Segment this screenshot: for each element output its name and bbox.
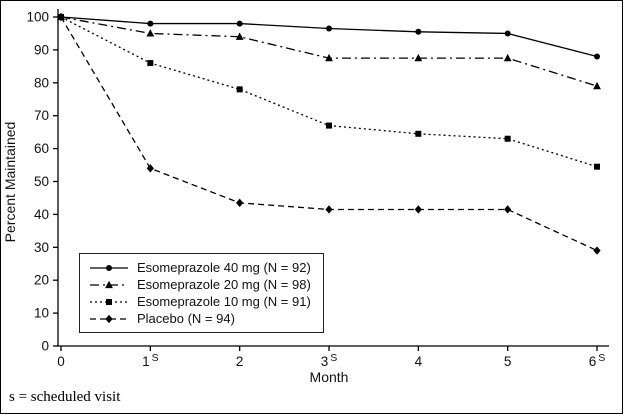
svg-text:90: 90 [34,42,49,57]
legend-item: Placebo (N = 94) [88,310,311,327]
svg-text:0: 0 [41,339,49,354]
legend-item: Esomeprazole 10 mg (N = 91) [88,293,311,310]
svg-text:1S: 1S [142,352,159,369]
legend-item: Esomeprazole 40 mg (N = 92) [88,259,311,276]
svg-text:80: 80 [34,75,49,90]
svg-text:20: 20 [34,273,49,288]
legend-label: Esomeprazole 40 mg (N = 92) [137,260,311,275]
y-axis-label: Percent Maintained [2,122,18,243]
svg-text:70: 70 [34,108,49,123]
svg-text:0: 0 [57,354,65,369]
legend-marker-placebo [90,314,128,323]
legend: Esomeprazole 40 mg (N = 92) Esomeprazole… [79,253,324,333]
svg-text:10: 10 [34,306,49,321]
legend-label: Esomeprazole 10 mg (N = 91) [137,294,311,309]
svg-text:4: 4 [415,354,423,369]
svg-text:2: 2 [236,354,244,369]
x-axis-label: Month [310,369,349,385]
svg-text:5: 5 [504,354,512,369]
legend-label: Esomeprazole 20 mg (N = 98) [137,277,311,292]
svg-text:6S: 6S [589,352,606,369]
legend-marker-esomeprazole-10mg [90,298,128,305]
svg-text:30: 30 [34,240,49,255]
legend-marker-esomeprazole-40mg [90,264,128,271]
svg-text:100: 100 [26,10,49,25]
svg-text:40: 40 [34,207,49,222]
svg-text:60: 60 [34,141,49,156]
legend-item: Esomeprazole 20 mg (N = 98) [88,276,311,293]
svg-text:3S: 3S [321,352,338,369]
svg-text:50: 50 [34,174,49,189]
footnote-scheduled-visit: s = scheduled visit [9,389,121,405]
legend-marker-esomeprazole-20mg [90,280,128,288]
legend-label: Placebo (N = 94) [137,311,235,326]
